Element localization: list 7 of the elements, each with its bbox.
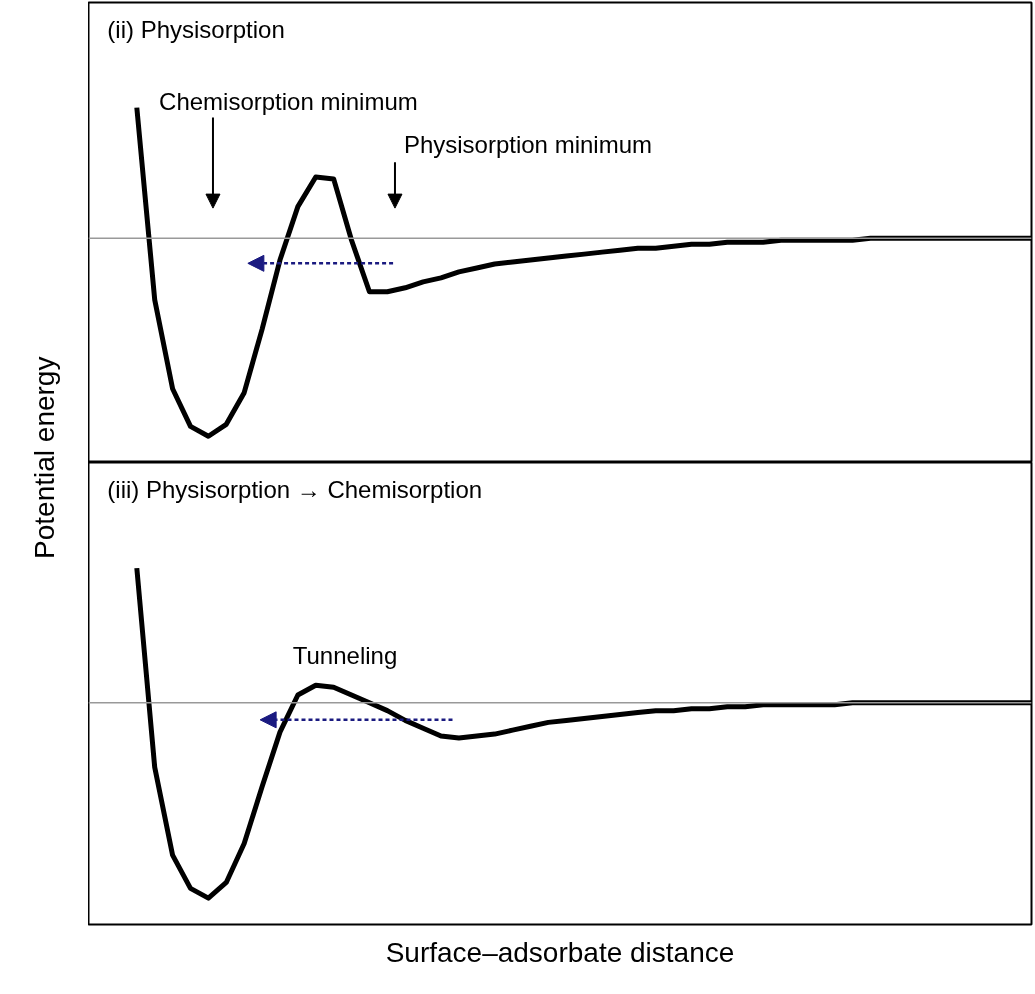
chart-title: (ii) Physisorption	[107, 16, 285, 44]
y-axis-title: Potential energy	[29, 356, 60, 559]
annotation: Physisorption minimum	[403, 131, 652, 159]
chart-title: (iii) Physisorption → Chemisorption	[107, 476, 483, 504]
annotation: Chemisorption minimum	[159, 88, 418, 116]
annotation: Tunneling	[292, 642, 398, 670]
x-axis-title: Surface–adsorbate distance	[385, 936, 735, 968]
